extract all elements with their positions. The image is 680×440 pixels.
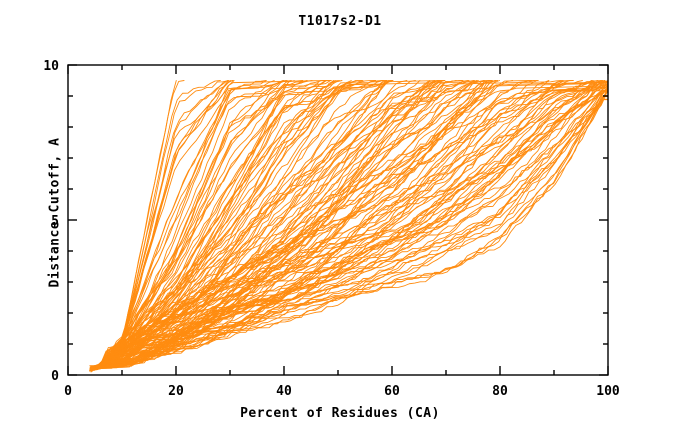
x-axis-label: Percent of Residues (CA)	[240, 406, 440, 421]
axes-group	[67, 64, 609, 376]
x-tick-label: 100	[596, 384, 620, 399]
data-curve	[101, 85, 609, 367]
data-curve	[103, 80, 364, 365]
data-curve	[94, 87, 609, 369]
data-curve	[93, 82, 609, 371]
data-curve	[96, 80, 574, 368]
data-curve	[91, 81, 609, 370]
data-curve	[104, 86, 609, 368]
data-curve	[89, 80, 550, 369]
data-curve	[89, 80, 604, 370]
data-curve	[96, 81, 609, 371]
data-curve	[89, 90, 609, 372]
tick-labels-group: 0 20 40 60 80 100 0 5 10	[43, 59, 620, 399]
data-curve	[102, 89, 609, 368]
data-curve	[104, 80, 332, 363]
data-curves-group	[89, 80, 609, 373]
data-curve	[100, 95, 609, 368]
y-tick-label: 5	[51, 214, 59, 229]
data-curve	[89, 80, 393, 367]
data-curve	[101, 80, 583, 368]
x-tick-label: 60	[384, 384, 400, 399]
data-curve	[94, 80, 609, 370]
data-curve	[101, 98, 609, 368]
data-curve	[105, 84, 609, 365]
x-tick-label: 80	[492, 384, 508, 399]
page-title: T1017s2-D1	[298, 14, 382, 29]
data-curve	[99, 80, 436, 366]
x-tick-label: 20	[168, 384, 184, 399]
data-curve	[104, 80, 538, 367]
data-curve	[103, 80, 478, 362]
x-tick-label: 0	[64, 384, 72, 399]
y-tick-label: 0	[51, 369, 59, 384]
x-tick-label: 40	[276, 384, 292, 399]
data-curve	[94, 80, 469, 370]
y-tick-label: 10	[43, 59, 59, 74]
data-curve	[98, 92, 609, 369]
data-curve	[99, 80, 295, 364]
data-curve	[90, 80, 384, 373]
data-curve	[105, 80, 377, 364]
data-curve	[104, 87, 609, 369]
